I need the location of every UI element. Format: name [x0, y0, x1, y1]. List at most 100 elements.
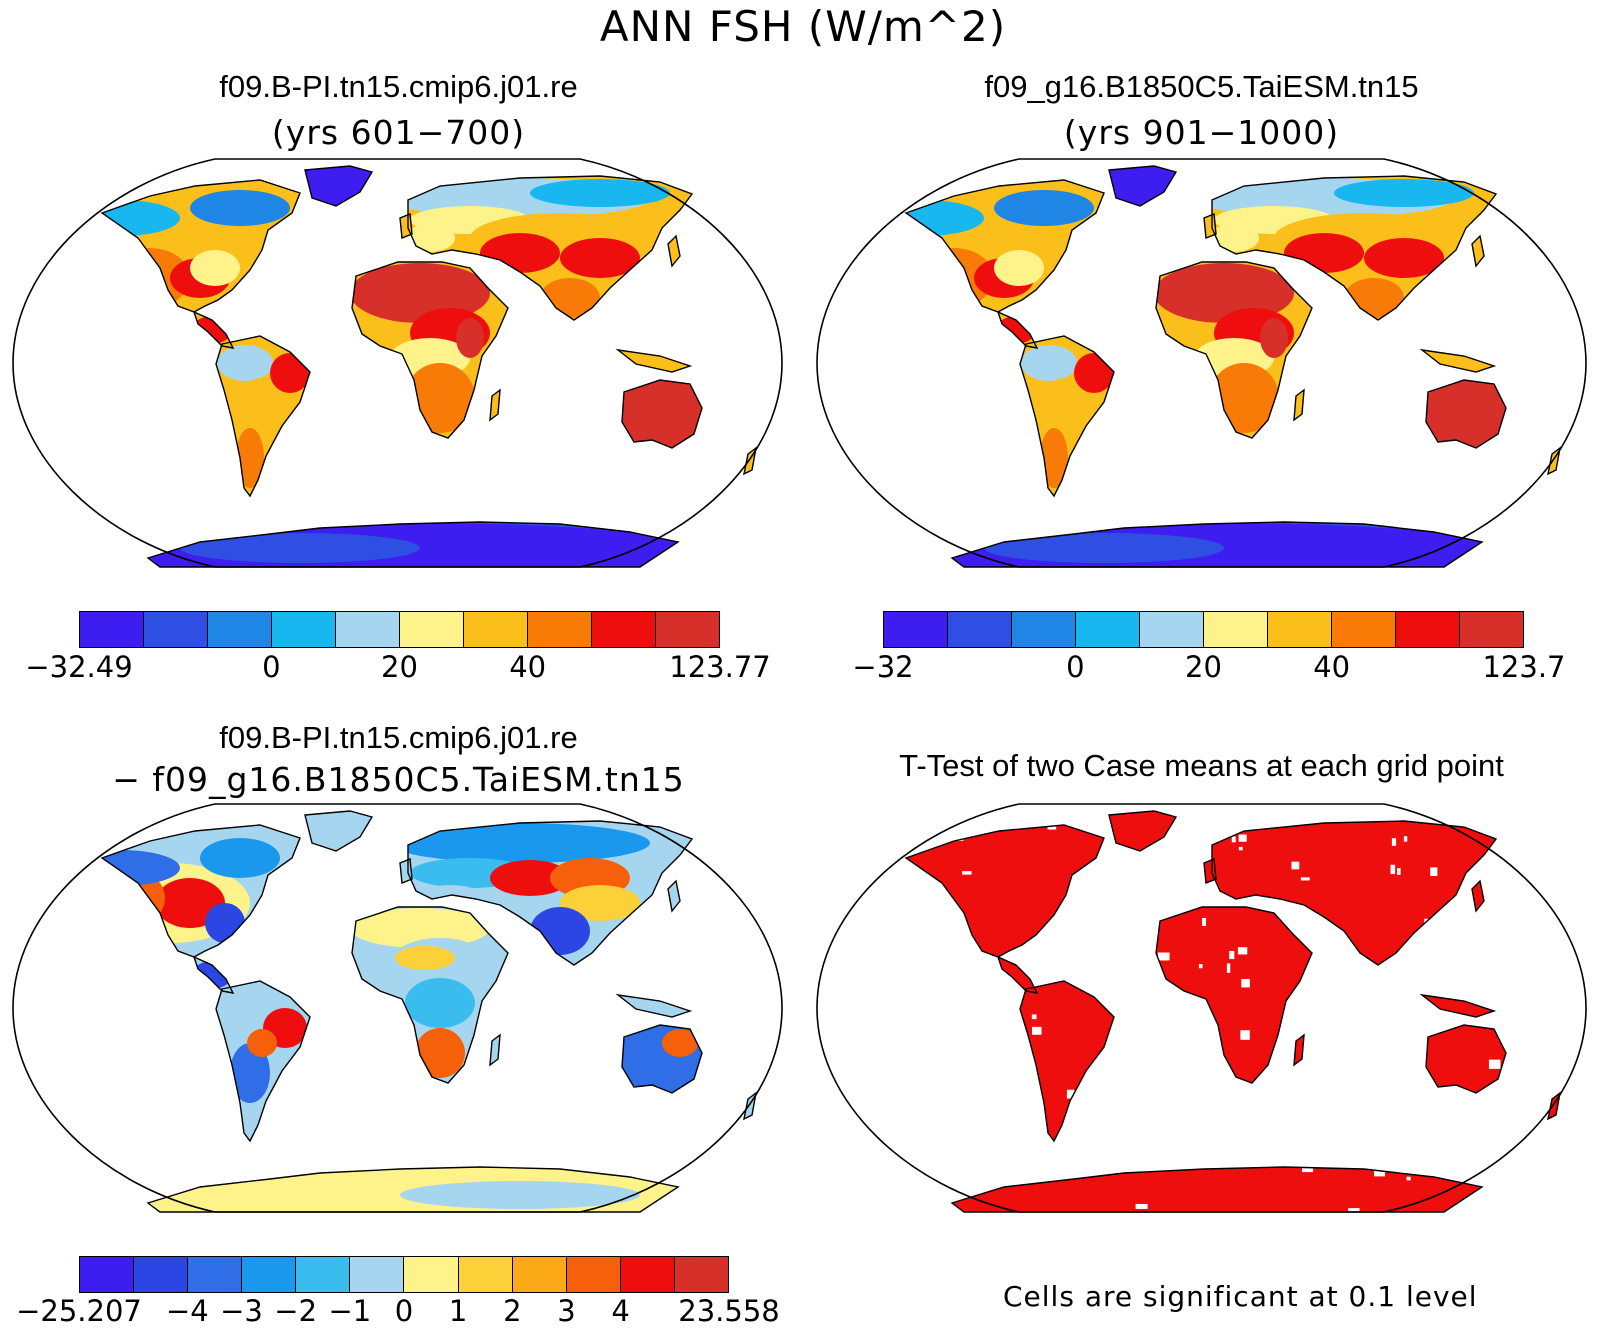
nonsignificant-cell: [1069, 938, 1079, 942]
nonsignificant-cell: [911, 1046, 918, 1055]
nonsignificant-cell: [1186, 1083, 1195, 1092]
nonsignificant-cell: [915, 1086, 923, 1091]
nonsignificant-cell: [911, 946, 916, 955]
nonsignificant-cell: [1485, 829, 1490, 835]
field-contour: [1040, 428, 1068, 488]
panel-tr-subtitle: (yrs 901−1000): [1063, 113, 1340, 152]
nonsignificant-cell: [1005, 1133, 1016, 1141]
nonsignificant-cell: [1154, 871, 1165, 879]
nonsignificant-cell: [916, 811, 925, 819]
nonsignificant-cell: [963, 1089, 971, 1094]
nonsignificant-cell: [1149, 876, 1156, 886]
nonsignificant-cell: [911, 1046, 918, 1055]
nonsignificant-cell: [925, 1080, 936, 1088]
nonsignificant-cell: [1399, 993, 1406, 998]
nonsignificant-cell: [1521, 909, 1524, 914]
field-contour: [180, 533, 420, 563]
nonsignificant-cell: [1500, 1024, 1508, 1031]
nonsignificant-cell: [903, 1200, 908, 1209]
nonsignificant-cell: [1253, 1118, 1256, 1126]
nonsignificant-cell: [1155, 1165, 1162, 1170]
nonsignificant-cell: [1291, 1110, 1296, 1119]
nonsignificant-cell: [1149, 969, 1152, 974]
nonsignificant-cell: [1149, 1154, 1158, 1160]
nonsignificant-cell: [991, 1139, 996, 1146]
nonsignificant-cell: [1164, 1001, 1171, 1011]
nonsignificant-cell: [1135, 1203, 1148, 1209]
nonsignificant-cell: [1483, 1190, 1491, 1195]
nonsignificant-cell: [1338, 809, 1345, 812]
nonsignificant-cell: [990, 1180, 997, 1189]
nonsignificant-cell: [1319, 1001, 1330, 1008]
nonsignificant-cell: [901, 905, 904, 913]
nonsignificant-cell: [1324, 922, 1330, 927]
nonsignificant-cell: [1171, 891, 1175, 898]
nonsignificant-cell: [1382, 1087, 1390, 1092]
nonsignificant-cell: [1336, 812, 1344, 818]
nonsignificant-cell: [1133, 1144, 1139, 1149]
field-contour: [1156, 263, 1294, 323]
nonsignificant-cell: [991, 1139, 996, 1146]
nonsignificant-cell: [1495, 869, 1501, 877]
nonsignificant-cell: [1164, 894, 1169, 897]
land-indonesia: [618, 995, 690, 1017]
colorbar-cell: [1204, 612, 1268, 647]
field-contour: [1334, 179, 1474, 207]
land-layer: [906, 166, 1560, 567]
nonsignificant-cell: [1421, 1146, 1428, 1154]
nonsignificant-cell: [1202, 917, 1207, 927]
nonsignificant-cell: [921, 911, 927, 915]
nonsignificant-cell: [970, 1039, 974, 1046]
nonsignificant-cell: [1122, 907, 1130, 910]
nonsignificant-cell: [1334, 1047, 1342, 1052]
colorbar-tick-label: 0: [394, 1294, 414, 1328]
field-contour: [480, 233, 560, 273]
nonsignificant-cell: [1028, 1074, 1033, 1083]
nonsignificant-cell: [1459, 900, 1468, 907]
nonsignificant-cell: [897, 1205, 906, 1211]
nonsignificant-cell: [930, 1087, 942, 1096]
nonsignificant-cell: [1394, 1052, 1399, 1061]
nonsignificant-cell: [1154, 884, 1161, 888]
nonsignificant-cell: [1140, 1024, 1149, 1031]
nonsignificant-cell: [1076, 1149, 1080, 1157]
nonsignificant-cell: [1361, 1006, 1365, 1016]
nonsignificant-cell: [1412, 1094, 1418, 1101]
nonsignificant-cell: [1410, 950, 1421, 958]
nonsignificant-cell: [901, 1115, 910, 1123]
nonsignificant-cell: [1182, 1075, 1186, 1079]
land-eurasia: [1212, 821, 1496, 965]
nonsignificant-cell: [1516, 949, 1527, 953]
colorbar-cell: [1460, 612, 1523, 647]
panel-bl-subtitle: − f09_g16.B1850C5.TaiESM.tn15: [112, 760, 685, 799]
nonsignificant-cell: [1306, 940, 1311, 946]
nonsignificant-cell: [1020, 807, 1029, 813]
field-contour: [270, 353, 310, 393]
colorbar-top-left-ticks: −32.49 0 20 40 123.77: [25, 650, 770, 684]
colorbar-tick-label: 4: [611, 1294, 630, 1328]
nonsignificant-cell: [1452, 1133, 1456, 1141]
nonsignificant-cell: [1306, 940, 1311, 946]
nonsignificant-cell: [957, 952, 963, 958]
map-boundary: [12, 803, 783, 1213]
nonsignificant-cell: [1021, 1088, 1026, 1092]
nonsignificant-cell: [1361, 1049, 1365, 1057]
nonsignificant-cell: [1400, 996, 1405, 1005]
nonsignificant-cell: [1005, 1176, 1017, 1184]
nonsignificant-cell: [1103, 1054, 1113, 1061]
nonsignificant-cell: [1292, 1119, 1300, 1122]
nonsignificant-cell: [965, 803, 976, 812]
colorbar-cell: [1076, 612, 1140, 647]
nonsignificant-cell: [1157, 952, 1170, 961]
nonsignificant-cell: [939, 817, 948, 824]
nonsignificant-cell: [1154, 871, 1165, 879]
nonsignificant-cell: [1171, 891, 1175, 898]
colorbar-top-left: [79, 611, 720, 648]
nonsignificant-cell: [887, 999, 898, 1008]
nonsignificant-cell: [1005, 1133, 1016, 1141]
nonsignificant-cell: [1182, 1075, 1186, 1079]
nonsignificant-cell: [974, 980, 979, 990]
nonsignificant-cell: [1136, 990, 1139, 999]
nonsignificant-cell: [1156, 1048, 1159, 1053]
nonsignificant-cell: [1020, 1049, 1032, 1053]
